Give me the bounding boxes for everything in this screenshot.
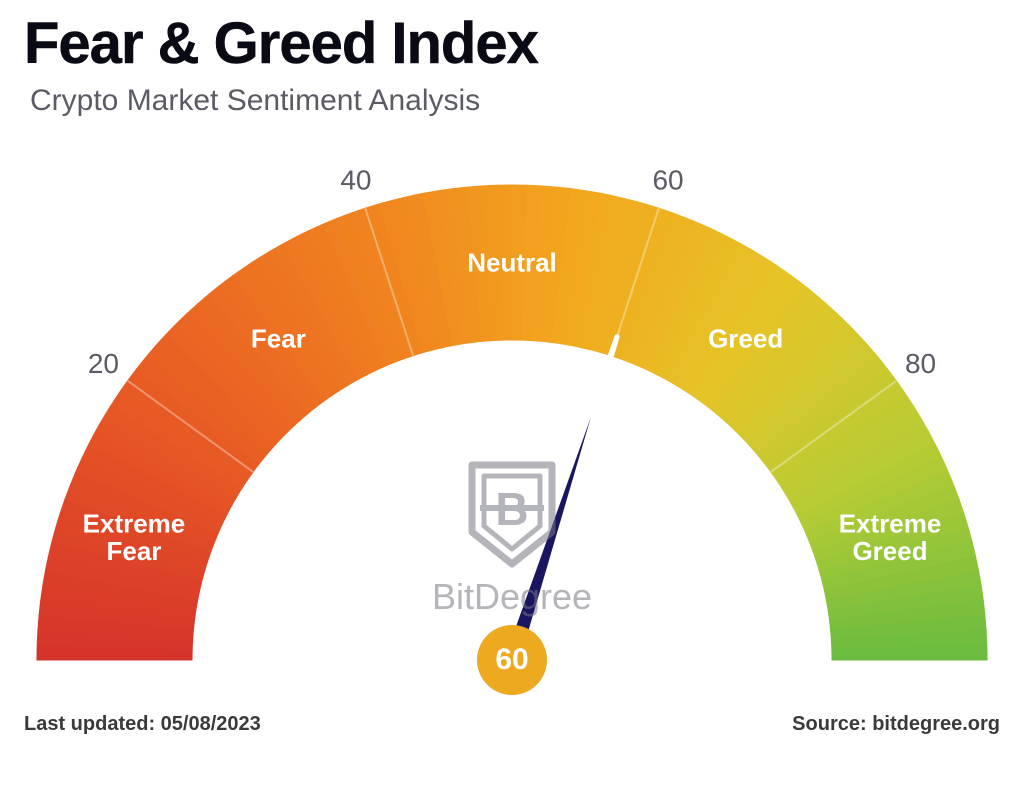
shield-icon: B: [462, 460, 562, 570]
watermark-logo: B BitDegree: [392, 460, 632, 618]
fear-greed-panel: Fear & Greed Index Crypto Market Sentime…: [0, 0, 1024, 792]
source-attribution: Source: bitdegree.org: [792, 713, 1000, 736]
gauge-tick-label: 60: [652, 165, 683, 196]
gauge-tick-label: 80: [905, 348, 936, 379]
gauge-segment-label: Greed: [708, 324, 783, 354]
gauge-segment-label: Neutral: [467, 248, 557, 278]
gauge-segment-label: ExtremeGreed: [839, 509, 942, 566]
gauge-value-text: 60: [495, 643, 528, 677]
gauge-tick-label: 40: [340, 165, 371, 196]
gauge-value-badge: 60: [477, 625, 547, 695]
watermark-text: BitDegree: [432, 576, 592, 617]
gauge-segment-label: Fear: [251, 324, 306, 354]
last-updated: Last updated: 05/08/2023: [24, 713, 261, 736]
gauge-tick-label: 20: [88, 348, 119, 379]
